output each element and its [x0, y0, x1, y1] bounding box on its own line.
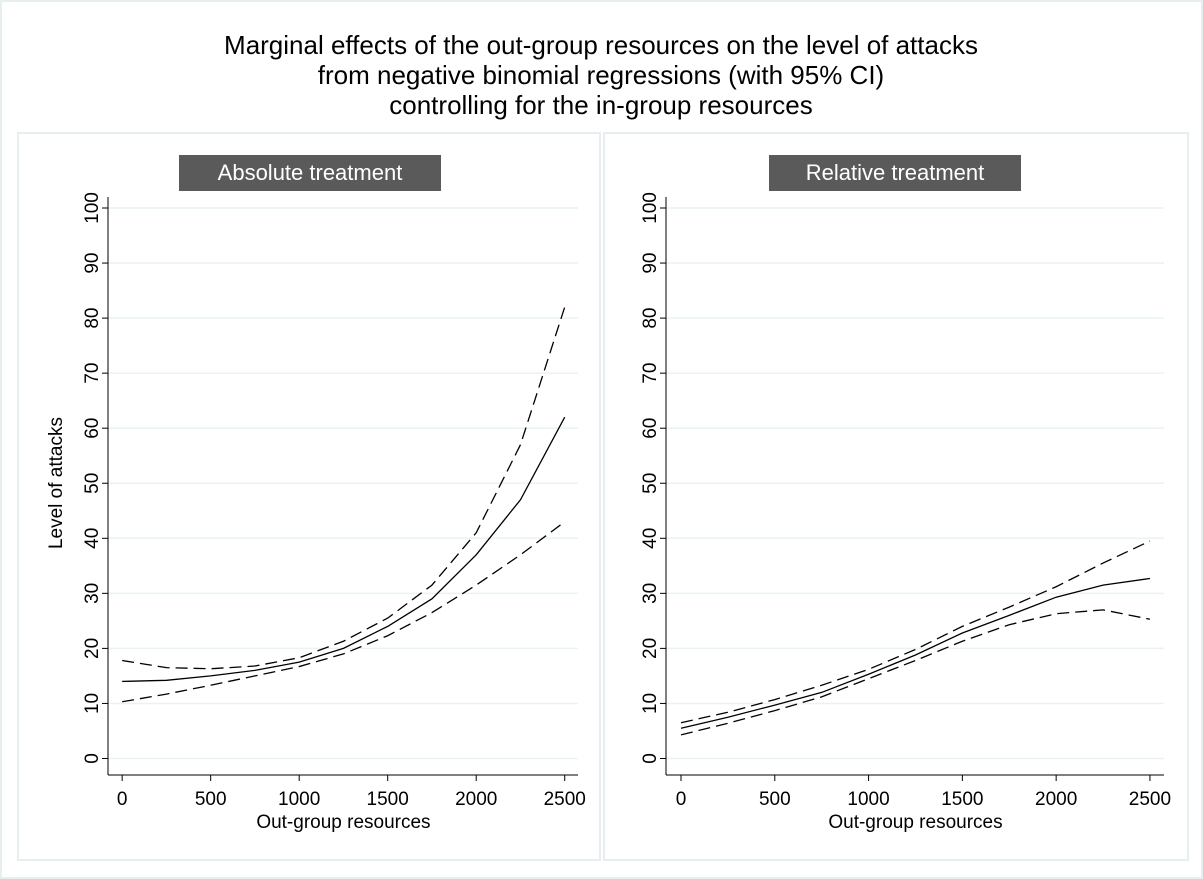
ci-line — [680, 540, 1151, 724]
x-axis-label: Out-group resources — [256, 812, 430, 833]
panel-header-bg — [179, 155, 441, 191]
panel-header: Absolute treatment — [218, 160, 403, 185]
x-tick-label: 2500 — [544, 789, 586, 810]
panel-header-bg — [769, 155, 1021, 191]
panel-header: Relative treatment — [806, 160, 985, 185]
y-tick-label: 20 — [82, 638, 103, 659]
x-tick-label: 2500 — [1129, 789, 1171, 810]
y-tick-label: 20 — [640, 638, 661, 659]
y-tick-label: 80 — [82, 308, 103, 329]
x-tick-label: 500 — [195, 789, 227, 810]
chart-title: from negative binomial regressions (with… — [318, 60, 884, 90]
y-tick-label: 0 — [640, 753, 661, 764]
y-tick-label: 40 — [82, 528, 103, 549]
x-tick-label: 500 — [759, 789, 791, 810]
y-axis-label: Level of attacks — [46, 417, 67, 549]
y-tick-label: 90 — [82, 252, 103, 273]
y-tick-label: 40 — [640, 528, 661, 549]
panel-frame — [17, 132, 601, 861]
ci-line — [122, 521, 566, 703]
panel-frame — [603, 132, 1189, 861]
y-tick-label: 100 — [82, 192, 103, 224]
y-tick-label: 50 — [82, 473, 103, 494]
y-tick-label: 90 — [640, 252, 661, 273]
estimate-line — [680, 577, 1151, 729]
y-tick-label: 60 — [82, 418, 103, 439]
y-tick-label: 80 — [640, 308, 661, 329]
x-tick-label: 1000 — [847, 789, 889, 810]
chart-title: Marginal effects of the out-group resour… — [224, 30, 978, 60]
x-tick-label: 1500 — [367, 789, 409, 810]
y-tick-label: 0 — [82, 753, 103, 764]
x-tick-label: 2000 — [455, 789, 497, 810]
y-tick-label: 60 — [640, 418, 661, 439]
y-tick-label: 10 — [640, 693, 661, 714]
x-tick-label: 1500 — [941, 789, 983, 810]
y-tick-label: 70 — [640, 363, 661, 384]
y-tick-label: 70 — [82, 363, 103, 384]
ci-line — [680, 609, 1151, 736]
x-tick-label: 2000 — [1035, 789, 1077, 810]
x-axis-label: Out-group resources — [828, 812, 1002, 833]
y-tick-label: 30 — [640, 583, 661, 604]
estimate-line — [122, 416, 566, 683]
x-tick-label: 1000 — [278, 789, 320, 810]
x-tick-label: 0 — [676, 789, 687, 810]
x-tick-label: 0 — [117, 789, 128, 810]
y-tick-label: 30 — [82, 583, 103, 604]
ci-line — [122, 306, 566, 670]
y-tick-label: 50 — [640, 473, 661, 494]
y-tick-label: 100 — [640, 192, 661, 224]
y-tick-label: 10 — [82, 693, 103, 714]
chart-title: controlling for the in-group resources — [389, 90, 812, 120]
